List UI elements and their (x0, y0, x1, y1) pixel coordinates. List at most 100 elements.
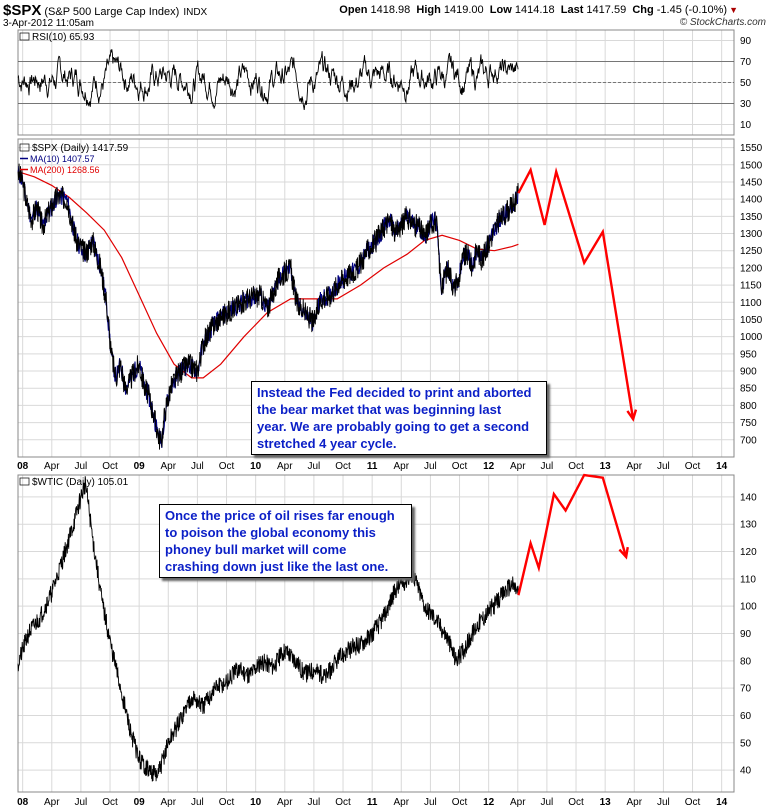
spx-price-line (17, 163, 519, 450)
y-tick-label-rsi: 90 (740, 36, 752, 47)
chart-header: $SPX (S&P 500 Large Cap Index) INDX (3, 2, 207, 20)
quote-summary: Open 1418.98 High 1419.00 Low 1414.18 La… (339, 4, 738, 16)
y-tick-label-wtic: 130 (740, 520, 757, 531)
x-tick-label-wtic: 08 (17, 797, 29, 808)
x-tick-label-spx: Jul (424, 461, 437, 472)
open-value: 1418.98 (370, 4, 411, 16)
rsi-panel (17, 49, 734, 110)
x-tick-label-wtic: Apr (510, 797, 526, 808)
x-tick-label-spx: Oct (685, 461, 701, 472)
ma200-line (17, 171, 519, 379)
y-tick-label-spx: 1300 (740, 229, 763, 240)
spx-legend-icon (19, 143, 30, 152)
y-tick-label-spx: 1450 (740, 177, 763, 188)
high-label: High (416, 4, 441, 16)
y-tick-label-spx: 850 (740, 384, 757, 395)
spx-panel (17, 163, 638, 450)
x-tick-label-spx: Apr (510, 461, 526, 472)
y-tick-label-wtic: 50 (740, 738, 752, 749)
x-tick-label-wtic: 10 (250, 797, 262, 808)
x-tick-label-wtic: Oct (568, 797, 584, 808)
x-tick-label-spx: Apr (394, 461, 410, 472)
rsi-line (17, 49, 519, 110)
y-tick-label-wtic: 140 (740, 492, 757, 503)
y-tick-label-spx: 950 (740, 349, 757, 360)
x-tick-label-wtic: Jul (657, 797, 670, 808)
x-tick-label-wtic: Apr (44, 797, 60, 808)
x-tick-label-spx: Oct (219, 461, 235, 472)
brand-watermark: © StockCharts.com (679, 17, 766, 28)
x-tick-label-wtic: 12 (483, 797, 495, 808)
y-axis-labels: 10 30 50 70 90 700 750 800 850 900 950 1000 1050 1100… (740, 36, 763, 777)
y-tick-label-wtic: 100 (740, 602, 757, 613)
x-tick-label-wtic: Apr (277, 797, 293, 808)
x-tick-label-spx: 09 (134, 461, 146, 472)
x-tick-label-spx: Jul (541, 461, 554, 472)
spx-frame (17, 138, 735, 458)
symbol: $SPX (3, 2, 42, 19)
y-tick-label-spx: 1200 (740, 263, 763, 274)
chg-label: Chg (632, 4, 654, 16)
y-tick-label-rsi: 70 (740, 57, 752, 68)
wtic-frame (17, 474, 735, 793)
x-tick-label-wtic: 11 (367, 797, 378, 808)
x-tick-label-spx: Oct (568, 461, 584, 472)
last-label: Last (560, 4, 584, 16)
spx-legend: $SPX (Daily) 1417.59 (32, 143, 129, 154)
x-tick-label-wtic: Jul (541, 797, 554, 808)
y-tick-label-spx: 1100 (740, 298, 762, 309)
y-tick-label-spx: 1400 (740, 195, 763, 206)
x-tick-label-wtic: Oct (102, 797, 118, 808)
x-tick-label-spx: Oct (102, 461, 118, 472)
spx-projection-line (517, 166, 635, 420)
x-tick-label-wtic: Apr (394, 797, 410, 808)
y-tick-label-wtic: 90 (740, 629, 752, 640)
y-tick-label-spx: 1350 (740, 212, 763, 223)
y-tick-label-wtic: 120 (740, 547, 757, 558)
x-tick-label-spx: 14 (716, 461, 728, 472)
y-tick-label-spx: 1500 (740, 160, 763, 171)
wtic-price-line (17, 476, 519, 782)
wtic-panel (17, 473, 629, 782)
x-tick-label-spx: Jul (191, 461, 204, 472)
x-tick-label-spx: 08 (17, 461, 29, 472)
ma10-legend: MA(10) 1407.57 (30, 154, 95, 164)
y-tick-label-rsi: 10 (740, 120, 752, 131)
x-tick-label-wtic: Oct (335, 797, 351, 808)
x-tick-label-wtic: Jul (308, 797, 321, 808)
wtic-projection-line (517, 473, 628, 596)
x-tick-label-spx: Jul (657, 461, 670, 472)
y-tick-label-wtic: 110 (740, 574, 756, 585)
x-tick-label-spx: Apr (277, 461, 293, 472)
x-tick-label-wtic: Oct (685, 797, 701, 808)
y-tick-label-spx: 750 (740, 418, 757, 429)
open-label: Open (339, 4, 368, 16)
y-tick-label-rsi: 50 (740, 78, 752, 89)
y-tick-label-spx: 1150 (740, 281, 762, 292)
y-tick-label-spx: 1550 (740, 143, 763, 154)
y-tick-label-wtic: 40 (740, 766, 752, 777)
x-tick-label-spx: 10 (250, 461, 262, 472)
x-axis-labels: 08 08 Apr Apr Jul Jul Oct Oct 09 09 Apr Apr Jul Jul Oc… (17, 461, 728, 808)
wtic-legend: $WTIC (Daily) 105.01 (32, 477, 129, 488)
x-tick-label-wtic: 09 (134, 797, 146, 808)
x-tick-label-spx: Oct (452, 461, 468, 472)
symbol-name: (S&P 500 Large Cap Index) (44, 6, 180, 18)
y-tick-label-wtic: 70 (740, 684, 752, 695)
x-tick-label-spx: Oct (335, 461, 351, 472)
y-tick-label-spx: 900 (740, 367, 757, 378)
y-tick-label-wtic: 80 (740, 656, 752, 667)
wtic-projection-arrowhead (618, 546, 629, 560)
annotation-oil: Once the price of oil rises far enough t… (159, 504, 412, 578)
x-tick-label-spx: 11 (367, 461, 378, 472)
y-tick-label-spx: 800 (740, 401, 757, 412)
quote-date: 3-Apr-2012 11:05am (3, 18, 94, 29)
x-tick-label-wtic: Oct (452, 797, 468, 808)
last-value: 1417.59 (586, 4, 627, 16)
ma200-legend: MA(200) 1268.56 (30, 165, 100, 175)
x-tick-label-wtic: Jul (75, 797, 88, 808)
x-tick-label-wtic: Oct (219, 797, 235, 808)
x-tick-label-spx: Apr (161, 461, 177, 472)
spx-projection-arrowhead (626, 409, 638, 422)
x-tick-label-wtic: 13 (600, 797, 612, 808)
